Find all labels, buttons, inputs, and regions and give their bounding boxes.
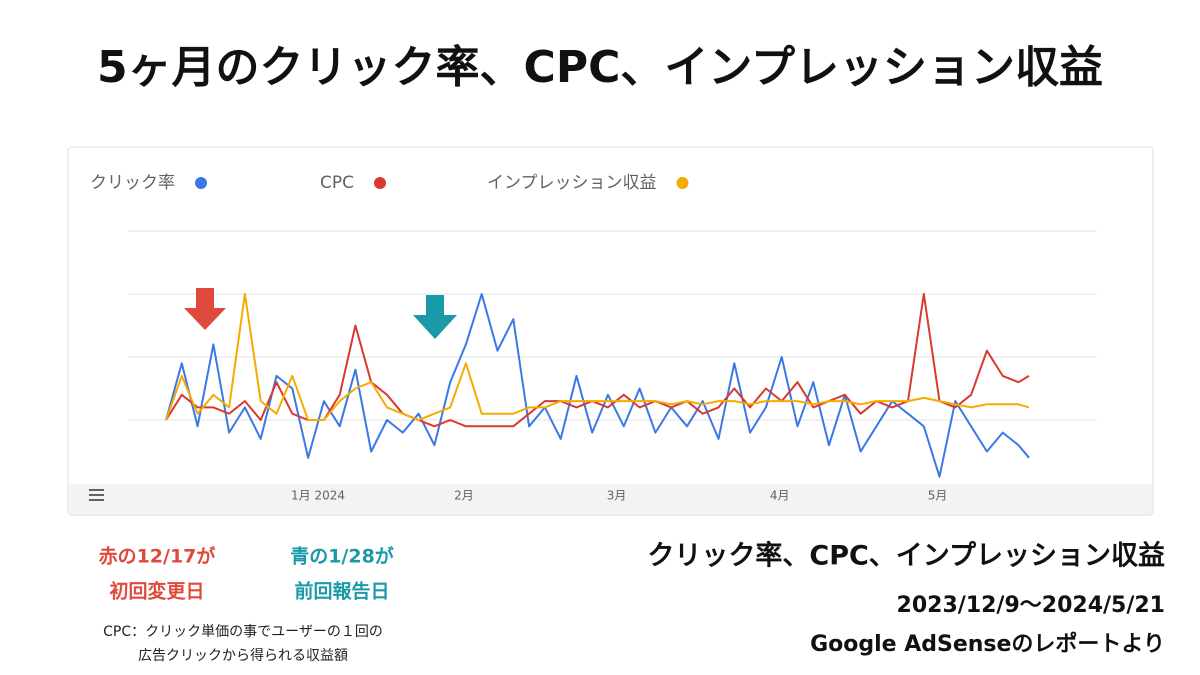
teal-note: 青の1/28が	[290, 545, 394, 568]
summary-title: クリック率、CPC、インプレッション収益	[647, 540, 1165, 572]
legend-label: クリック率	[90, 173, 175, 193]
chart-panel	[67, 146, 1154, 516]
red-note: 初回変更日	[109, 580, 204, 603]
x-tick-label: 1月 2024	[291, 489, 345, 503]
page-title: 5ヶ月のクリック率、CPC、インプレッション収益	[97, 42, 1103, 93]
red-note: 赤の12/17が	[99, 545, 216, 568]
legend-dot	[374, 177, 386, 189]
teal-note: 前回報告日	[294, 580, 389, 603]
summary-source: Google AdSenseのレポートより	[810, 631, 1165, 657]
x-tick-label: 5月	[928, 489, 948, 503]
legend-label: インプレッション収益	[487, 173, 657, 193]
axis-strip	[69, 484, 1152, 514]
cpc-note: 広告クリックから得られる収益額	[138, 647, 348, 664]
legend-dot	[676, 177, 689, 189]
cpc-note: CPC：クリック単価の事でユーザーの１回の	[103, 624, 383, 640]
x-tick-label: 2月	[454, 489, 474, 503]
red-arrow	[184, 288, 226, 330]
menu-icon	[89, 489, 104, 501]
teal-arrow	[413, 295, 457, 339]
legend-dot	[195, 177, 207, 189]
x-tick-label: 4月	[770, 489, 790, 503]
series-line	[165, 293, 1030, 421]
x-tick-label: 3月	[607, 489, 627, 503]
legend-label: CPC	[320, 173, 354, 193]
summary-period: 2023/12/9〜2024/5/21	[897, 593, 1165, 618]
